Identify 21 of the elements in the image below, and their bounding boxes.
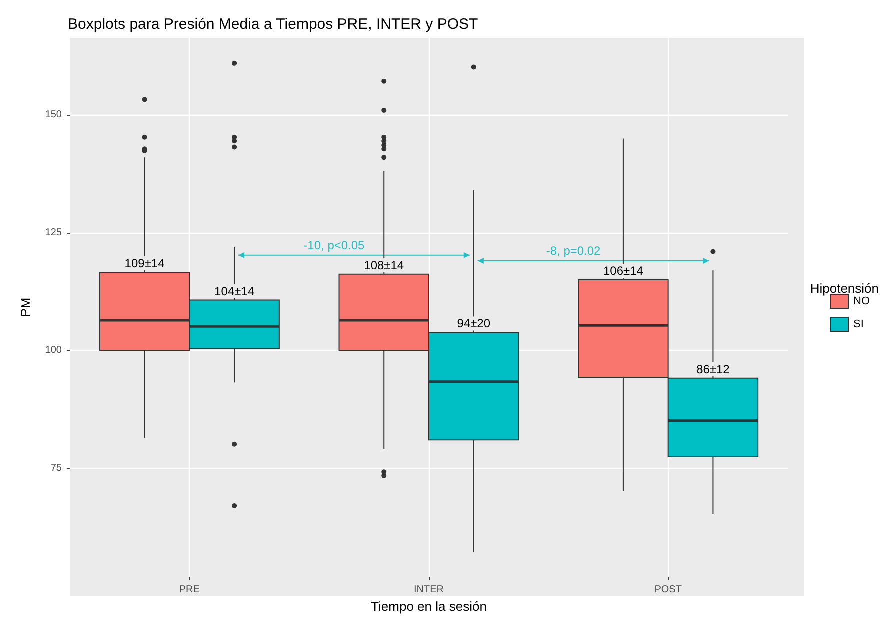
legend-label: NO <box>854 296 870 308</box>
y-tick-label: 125 <box>45 227 62 238</box>
annotation: -10, p<0.05 <box>304 238 366 252</box>
chart-title: Boxplots para Presión Media a Tiempos PRE, INTER y POST <box>68 16 478 33</box>
text: 86±12 <box>696 362 730 376</box>
legend-label: SI <box>854 318 864 330</box>
y-tick-label: 100 <box>45 345 62 356</box>
legend-title: Hipotensión <box>810 281 879 296</box>
text: 108±14 <box>364 258 404 272</box>
text: 94±20 <box>457 316 491 331</box>
y-axis-title: PM <box>18 298 33 318</box>
annotation: -8, p=0.02 <box>546 244 602 258</box>
x-axis-title: Tiempo en la sesión <box>371 599 487 614</box>
text: 109±14 <box>124 256 165 270</box>
y-tick-label: 150 <box>45 110 62 121</box>
x-tick-label: INTER <box>414 584 444 596</box>
text: 106±14 <box>603 264 644 278</box>
y-tick-label: 75 <box>50 462 62 474</box>
x-tick-label: PRE <box>179 584 200 596</box>
text: 104±14 <box>214 284 255 298</box>
x-tick-label: POST <box>654 584 682 596</box>
